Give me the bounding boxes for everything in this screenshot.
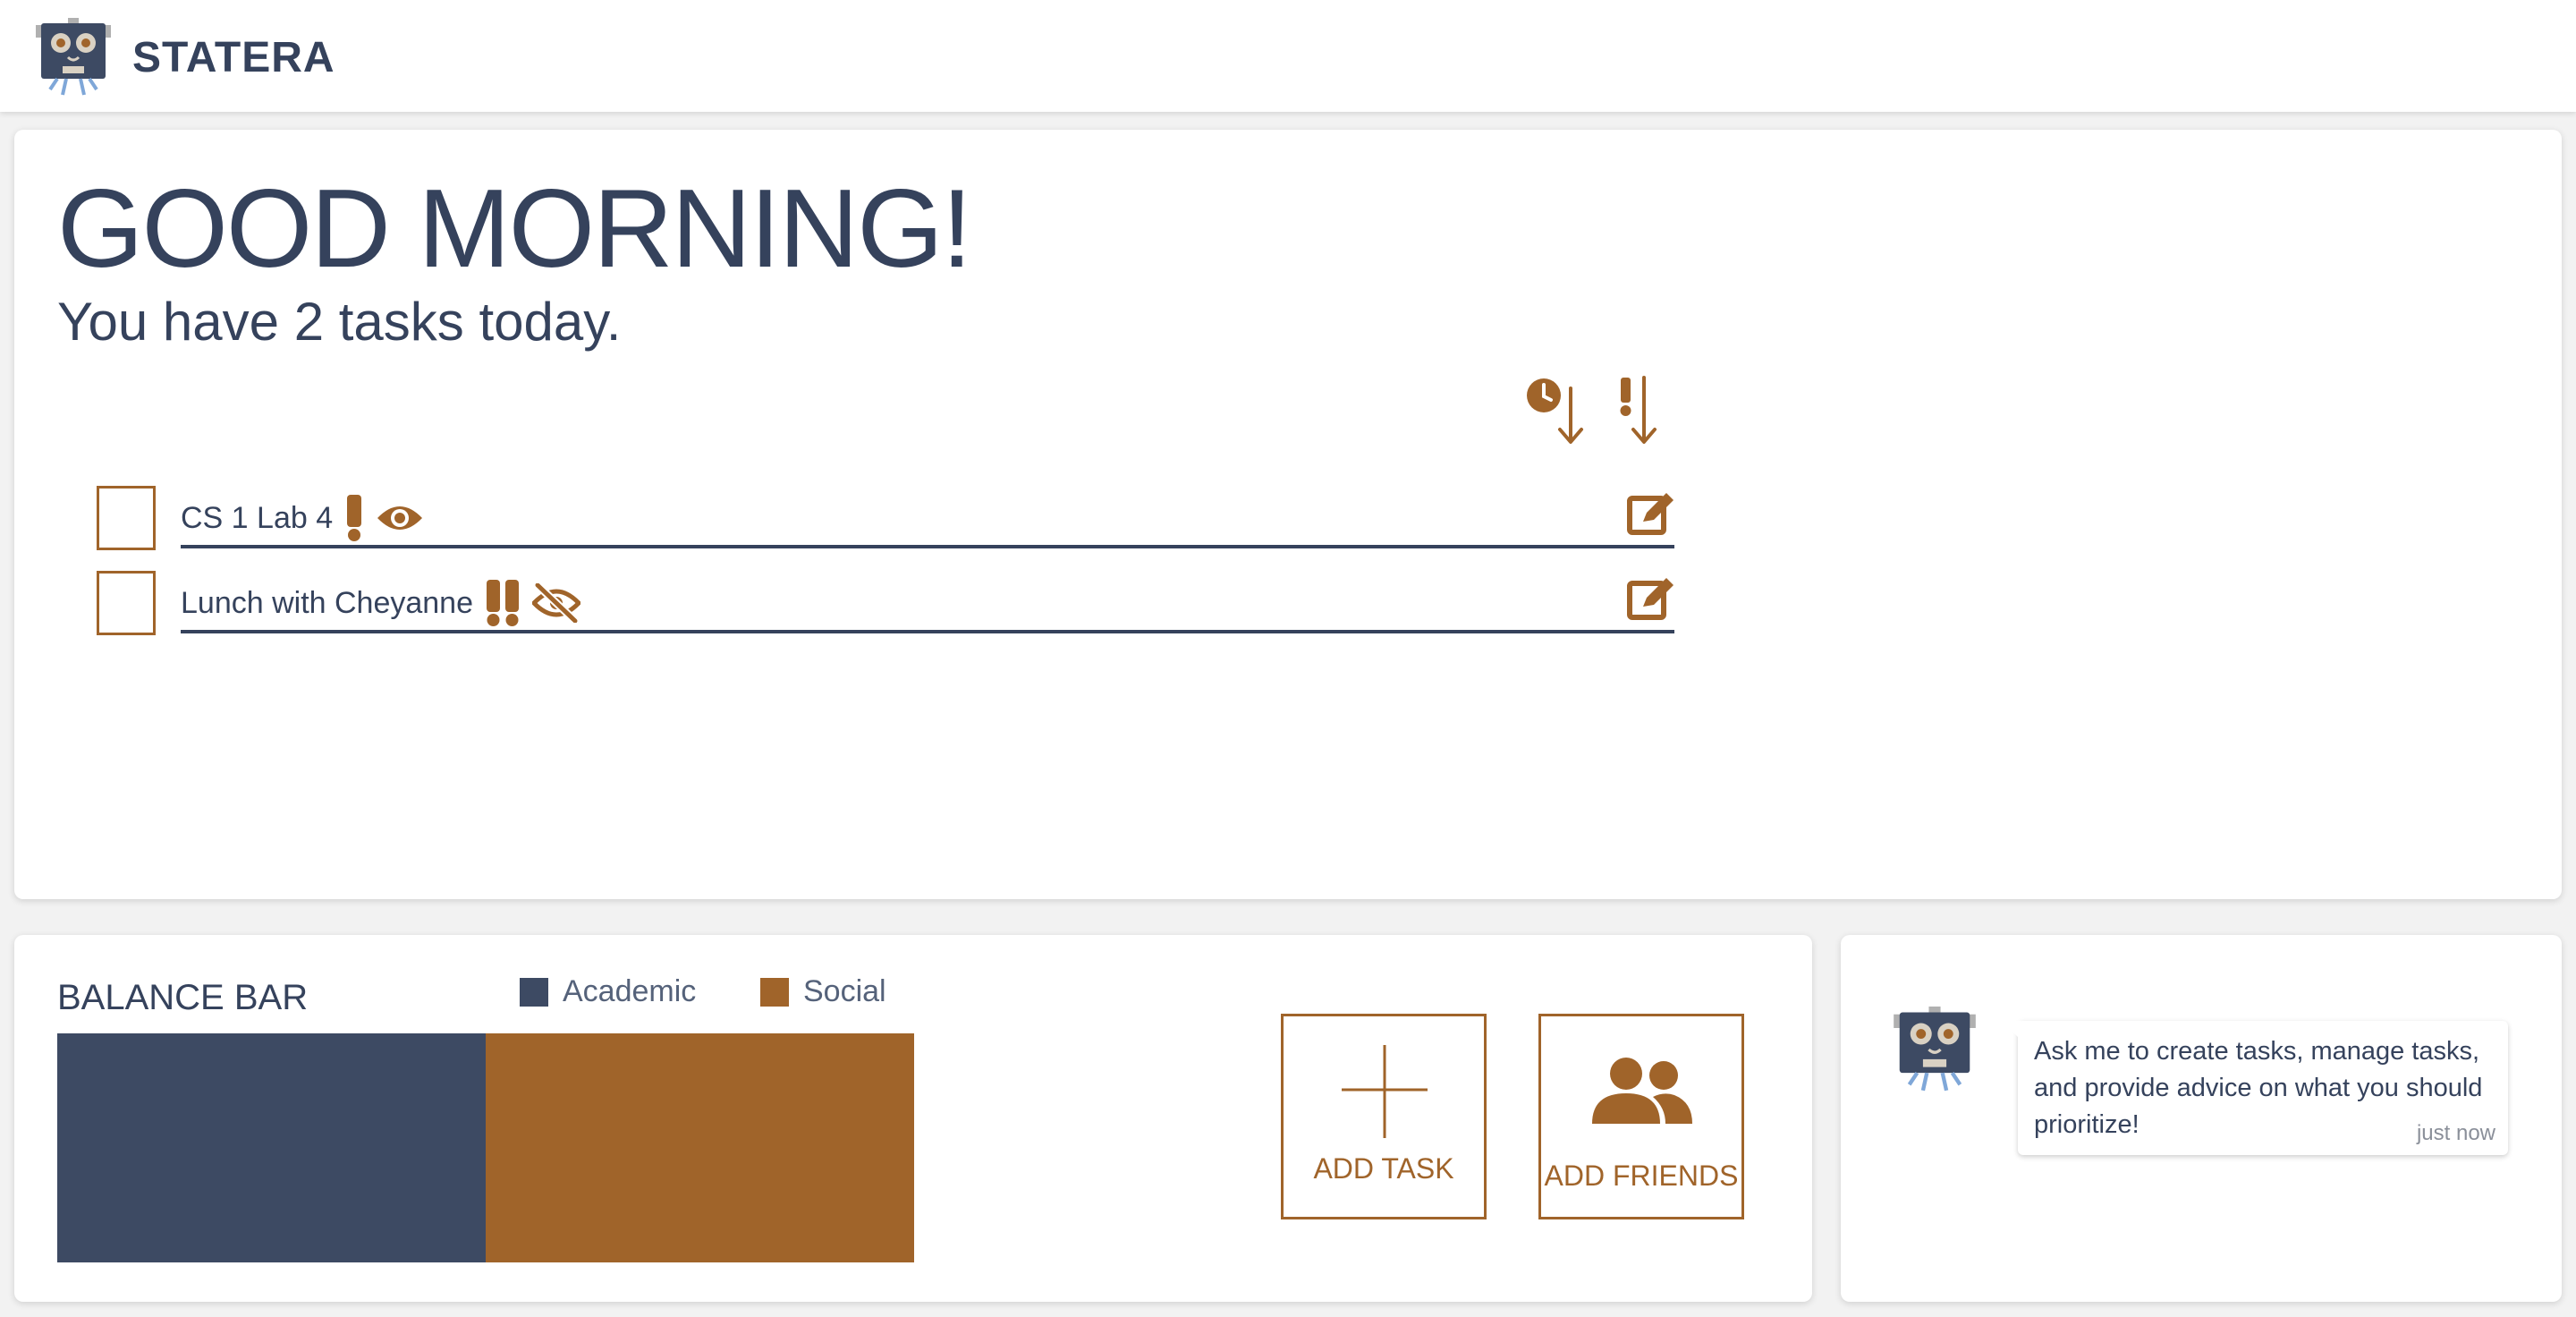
add-task-button[interactable]: ADD TASK xyxy=(1281,1014,1487,1219)
assistant-card: Ask me to create tasks, manage tasks, an… xyxy=(1841,935,2562,1302)
social-segment xyxy=(486,1033,914,1262)
add-friends-button[interactable]: ADD FRIENDS xyxy=(1538,1014,1744,1219)
task-summary: You have 2 tasks today. xyxy=(57,292,622,352)
clock-sort-down-icon xyxy=(1527,378,1583,444)
task-label[interactable]: Lunch with Cheyanne xyxy=(181,580,581,626)
academic-segment xyxy=(57,1033,486,1262)
academic-swatch xyxy=(520,977,548,1007)
assistant-message-bubble: Ask me to create tasks, manage tasks, an… xyxy=(2002,1021,2508,1155)
legend-academic: Academic xyxy=(520,974,696,1009)
robot-assistant-icon xyxy=(1894,1007,1976,1092)
priority-exclamation-icon xyxy=(347,495,362,541)
task-name: CS 1 Lab 4 xyxy=(181,500,334,535)
task-underline xyxy=(181,486,1674,548)
legend-social: Social xyxy=(760,974,886,1009)
plus-icon xyxy=(1342,1045,1428,1138)
assistant-message: Ask me to create tasks, manage tasks, an… xyxy=(2034,1037,2483,1139)
task-name: Lunch with Cheyanne xyxy=(181,585,474,620)
edit-icon xyxy=(1627,493,1674,535)
eye-slash-icon[interactable] xyxy=(532,583,581,623)
exclamation-sort-down-icon xyxy=(1620,376,1657,444)
sort-by-time-button[interactable] xyxy=(1526,376,1589,446)
users-icon xyxy=(1592,1058,1692,1124)
task-label[interactable]: CS 1 Lab 4 xyxy=(181,495,424,541)
task-row: Lunch with Cheyanne xyxy=(82,571,1674,642)
edit-icon xyxy=(1627,578,1674,620)
balance-card: BALANCE BAR Academic Social ADD TASK ADD… xyxy=(14,935,1812,1302)
eye-icon[interactable] xyxy=(376,502,424,534)
greeting-heading: GOOD MORNING! xyxy=(57,167,972,291)
social-swatch xyxy=(760,977,789,1007)
legend-label: Social xyxy=(803,974,886,1008)
assistant-avatar xyxy=(1893,1007,1977,1097)
legend-label: Academic xyxy=(563,974,697,1008)
task-row: CS 1 Lab 4 xyxy=(82,486,1674,557)
top-bar: STATERA xyxy=(0,0,2576,112)
message-timestamp: just now xyxy=(2416,1121,2496,1145)
task-underline xyxy=(181,571,1674,633)
robot-logo-icon xyxy=(36,18,111,96)
sort-by-priority-button[interactable] xyxy=(1615,376,1660,446)
add-task-label: ADD TASK xyxy=(1313,1152,1454,1185)
edit-task-button[interactable] xyxy=(1627,491,1675,540)
app-name: STATERA xyxy=(132,33,335,81)
task-checkbox[interactable] xyxy=(97,571,156,635)
sort-controls xyxy=(1526,376,1660,446)
edit-task-button[interactable] xyxy=(1627,576,1675,625)
task-checkbox[interactable] xyxy=(97,486,156,550)
add-friends-label: ADD FRIENDS xyxy=(1544,1160,1739,1192)
brand[interactable]: STATERA xyxy=(36,18,335,97)
balance-bar-title: BALANCE BAR xyxy=(57,978,309,1017)
today-card: GOOD MORNING! You have 2 tasks today. CS… xyxy=(14,130,2562,899)
priority-double-exclamation-icon xyxy=(487,580,520,626)
balance-bar xyxy=(57,1033,914,1262)
